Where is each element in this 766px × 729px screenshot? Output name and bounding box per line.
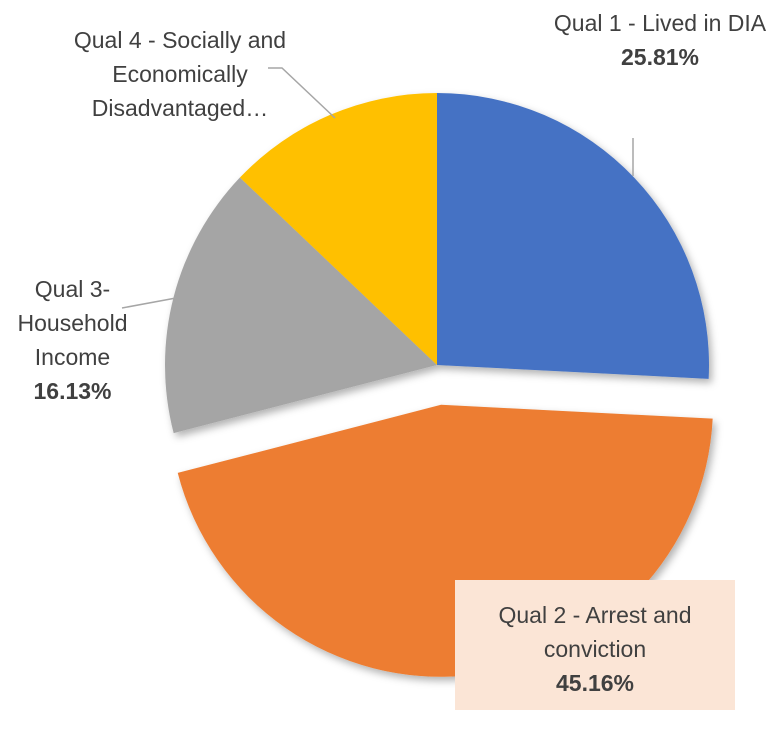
value-label: 25.81%: [620, 44, 699, 70]
data-label: Qual 3- Household Income 16.13%: [0, 272, 160, 408]
category-label: Qual 3- Household Income: [17, 276, 128, 370]
data-label: Qual 1 - Lived in DIA 25.81%: [545, 6, 766, 74]
leader-line: [121, 297, 177, 309]
pie-slice: [437, 93, 709, 379]
category-label: Qual 4 - Socially and Economically Disad…: [73, 27, 287, 121]
value-label: 45.16%: [555, 670, 634, 696]
pie-slice: [165, 177, 438, 434]
data-label: Qual 4 - Socially and Economically Disad…: [30, 23, 330, 125]
value-label: 16.13%: [33, 378, 112, 404]
category-label: Qual 2 - Arrest and conviction: [498, 602, 692, 662]
pie-slice: [239, 93, 437, 365]
data-label: Qual 2 - Arrest and conviction 45.16%: [455, 580, 735, 710]
category-label: Qual 1 - Lived in DIA: [553, 10, 766, 36]
leader-line: [268, 67, 336, 119]
